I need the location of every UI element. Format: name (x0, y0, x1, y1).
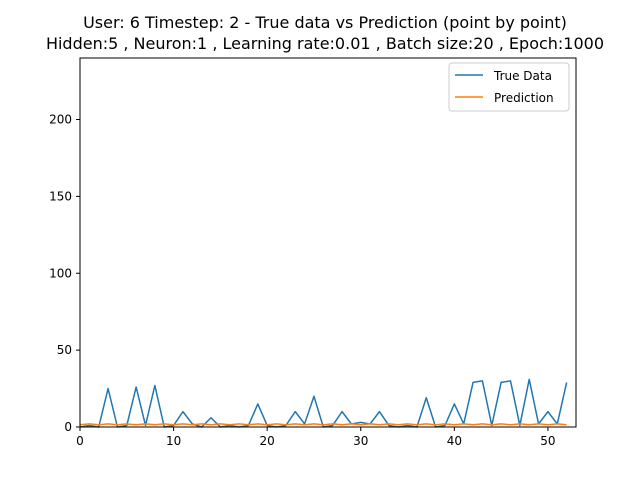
y-tick-label: 100 (49, 266, 72, 280)
chart-title-line-1: User: 6 Timestep: 2 - True data vs Predi… (83, 13, 567, 32)
plot-area (80, 58, 576, 427)
series-line-prediction (79, 423, 567, 426)
plot-frame (79, 57, 577, 428)
x-axis: 0 10 20 30 40 50 (76, 427, 556, 448)
x-tick-label: 20 (260, 434, 275, 448)
legend: True Data Prediction (448, 62, 570, 112)
y-tick-label: 200 (49, 113, 72, 127)
y-tick-label: 0 (64, 420, 72, 434)
x-tick-label: 0 (76, 434, 84, 448)
x-tick-label: 40 (447, 434, 462, 448)
x-tick-label: 50 (540, 434, 555, 448)
chart-title-line-2: Hidden:5 , Neuron:1 , Learning rate:0.01… (46, 34, 604, 53)
legend-label-prediction: Prediction (494, 91, 554, 105)
y-tick-label: 150 (49, 189, 72, 203)
y-axis: 0 50 100 150 200 (49, 113, 80, 434)
y-tick-label: 50 (57, 343, 72, 357)
x-tick-label: 10 (166, 434, 181, 448)
x-tick-label: 30 (353, 434, 368, 448)
legend-label-true-data: True Data (493, 69, 552, 83)
